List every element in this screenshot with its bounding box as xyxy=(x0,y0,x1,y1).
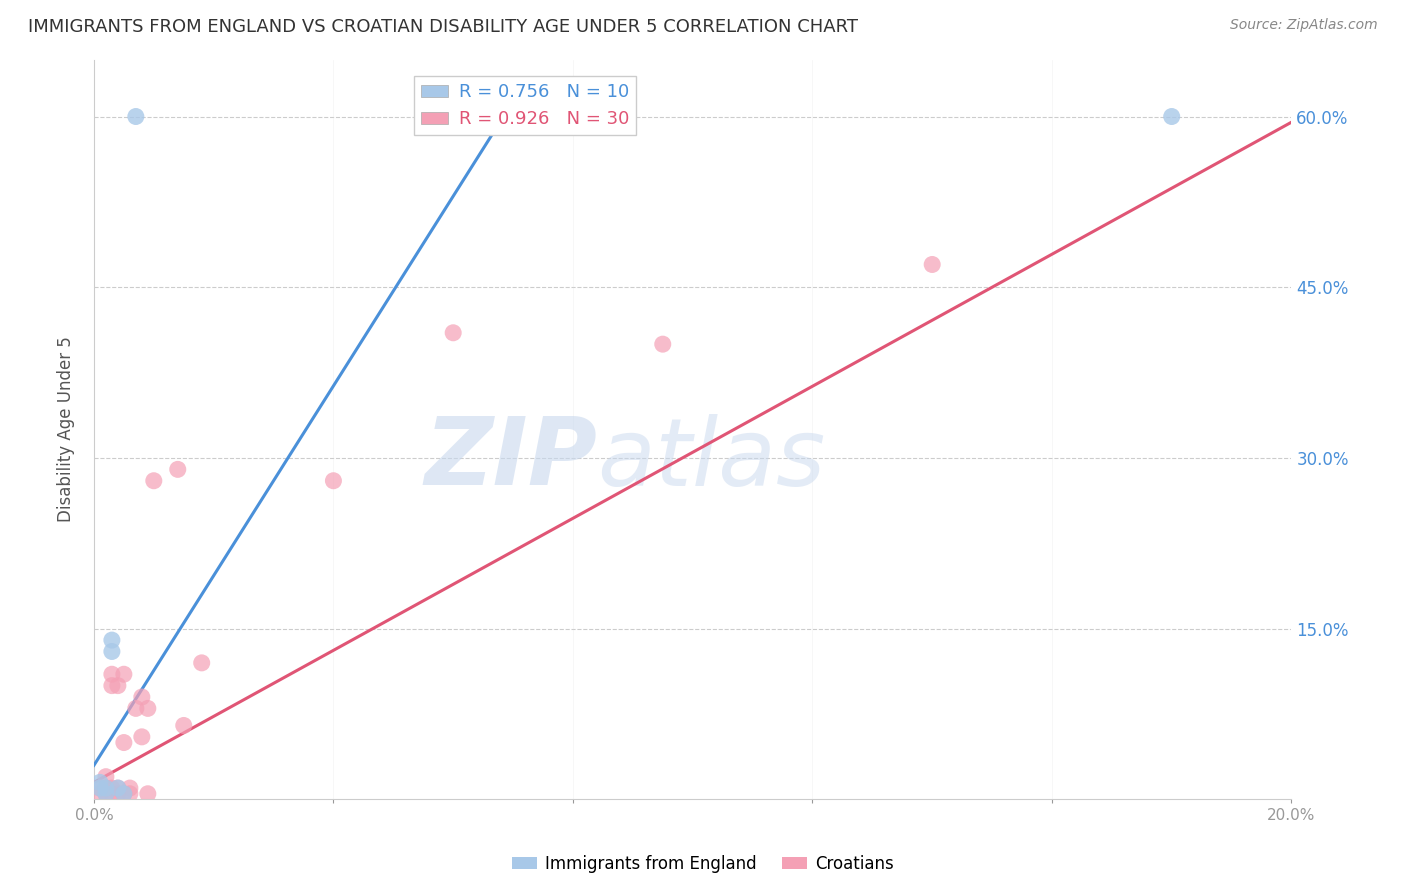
Point xyxy=(131,730,153,744)
Point xyxy=(112,667,135,681)
Point xyxy=(89,787,111,801)
Point xyxy=(94,780,117,795)
Point xyxy=(131,690,153,704)
Point xyxy=(94,780,117,795)
Point xyxy=(101,787,124,801)
Point xyxy=(136,787,159,801)
Text: Source: ZipAtlas.com: Source: ZipAtlas.com xyxy=(1230,18,1378,32)
Point xyxy=(166,462,188,476)
Point xyxy=(441,326,464,340)
Point xyxy=(107,679,129,693)
Point xyxy=(118,787,141,801)
Point xyxy=(142,474,165,488)
Point xyxy=(89,780,111,795)
Y-axis label: Disability Age Under 5: Disability Age Under 5 xyxy=(58,336,75,523)
Point xyxy=(94,770,117,784)
Point xyxy=(101,667,124,681)
Point xyxy=(112,787,135,801)
Point xyxy=(651,337,673,351)
Point xyxy=(94,787,117,801)
Point xyxy=(89,780,111,795)
Text: ZIP: ZIP xyxy=(425,413,598,505)
Point xyxy=(118,780,141,795)
Point xyxy=(101,644,124,658)
Point xyxy=(89,775,111,789)
Text: IMMIGRANTS FROM ENGLAND VS CROATIAN DISABILITY AGE UNDER 5 CORRELATION CHART: IMMIGRANTS FROM ENGLAND VS CROATIAN DISA… xyxy=(28,18,858,36)
Legend: Immigrants from England, Croatians: Immigrants from England, Croatians xyxy=(505,848,901,880)
Text: atlas: atlas xyxy=(598,414,825,505)
Point xyxy=(112,787,135,801)
Point xyxy=(101,633,124,648)
Point xyxy=(322,474,344,488)
Point xyxy=(1160,110,1182,124)
Point xyxy=(112,735,135,749)
Point xyxy=(125,701,148,715)
Point xyxy=(136,701,159,715)
Point xyxy=(125,110,148,124)
Point xyxy=(101,780,124,795)
Point xyxy=(101,679,124,693)
Legend: R = 0.756   N = 10, R = 0.926   N = 30: R = 0.756 N = 10, R = 0.926 N = 30 xyxy=(413,76,637,136)
Point xyxy=(173,718,195,732)
Point xyxy=(107,787,129,801)
Point xyxy=(190,656,212,670)
Point xyxy=(94,787,117,801)
Point xyxy=(107,780,129,795)
Point xyxy=(921,258,943,272)
Point xyxy=(107,780,129,795)
